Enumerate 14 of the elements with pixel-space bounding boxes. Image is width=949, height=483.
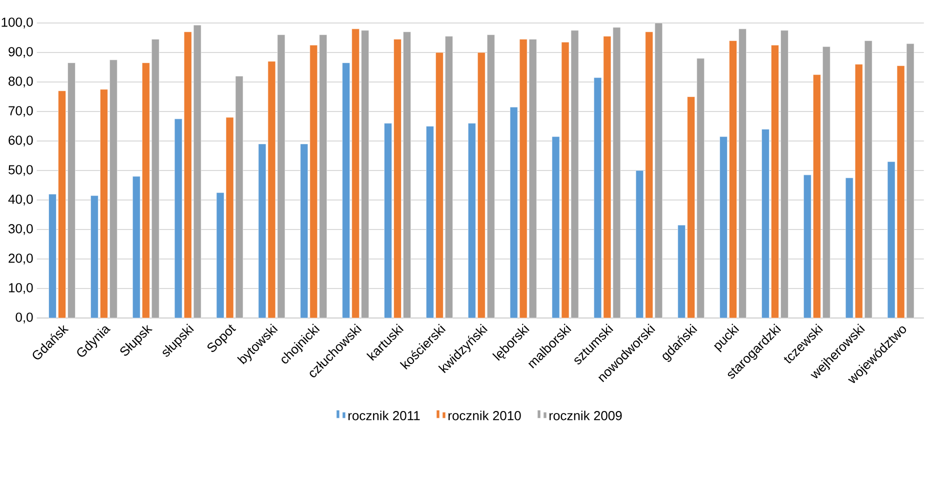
y-tick-label: 10,0 bbox=[8, 283, 33, 294]
y-tick-label: 50,0 bbox=[8, 165, 33, 176]
y-tick-label: 90,0 bbox=[8, 47, 33, 58]
legend-label: rocznik 2010 bbox=[448, 410, 521, 420]
y-tick-label: 30,0 bbox=[8, 224, 33, 235]
y-tick-label: 0,0 bbox=[16, 312, 33, 324]
legend-label: rocznik 2009 bbox=[550, 410, 622, 420]
legend-label: rocznik 2011 bbox=[348, 410, 420, 420]
y-tick-label: 40,0 bbox=[8, 194, 33, 206]
y-tick-label: 100,0 bbox=[2, 18, 33, 28]
y-tick-label: 80,0 bbox=[8, 76, 33, 88]
y-tick-label: 70,0 bbox=[8, 106, 33, 117]
y-tick-label: 60,0 bbox=[8, 136, 33, 146]
y-tick-label: 20,0 bbox=[8, 254, 33, 264]
